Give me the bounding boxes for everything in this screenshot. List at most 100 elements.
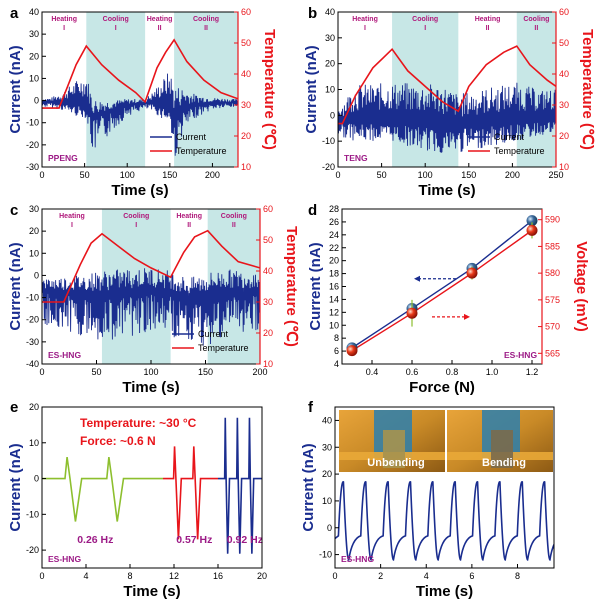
- x-tick-label: 4: [83, 571, 88, 581]
- phase-shade: [392, 12, 459, 167]
- y2-tick-label: 50: [263, 235, 273, 245]
- y2-tick-label: 10: [263, 359, 273, 369]
- phase-roman: I: [63, 25, 65, 32]
- y-tick-label: 22: [329, 243, 339, 253]
- y-axis-label: Current (nA): [7, 45, 24, 133]
- y2-tick-label: 10: [241, 162, 251, 172]
- x-tick-label: 0.8: [446, 367, 459, 377]
- y-tick-label: 30: [29, 204, 39, 214]
- y2-tick-label: 20: [241, 131, 251, 141]
- y-tick-label: 24: [329, 230, 339, 240]
- x-tick-label: 0: [335, 170, 340, 180]
- phase-shade: [516, 12, 556, 167]
- y2-tick-label: 50: [559, 38, 569, 48]
- current-axis-arrow-head: [414, 275, 420, 282]
- panel-f: f Unbending Bending 0 2 4 6 8 -10 0 10 20 30 40 Time (…: [300, 399, 555, 600]
- x-tick-label: 100: [418, 170, 433, 180]
- voltage-point: [346, 345, 358, 357]
- y-tick-label: 0: [330, 110, 335, 120]
- y-tick-label: 20: [325, 59, 335, 69]
- y-tick-label: 28: [329, 204, 339, 214]
- y-tick-label: 30: [29, 29, 39, 39]
- voltage-line: [351, 229, 533, 352]
- plot-frame: [41, 406, 263, 569]
- x-tick-label: 0: [39, 170, 44, 180]
- y-tick-label: 0: [34, 474, 39, 484]
- x-tick-label: 100: [143, 367, 158, 377]
- y-tick-label: -10: [319, 550, 332, 560]
- phase-roman: I: [71, 222, 73, 229]
- temperature-trace: [42, 229, 260, 303]
- x-tick-label: 8: [515, 571, 520, 581]
- current-trace: [338, 82, 556, 154]
- temperature-trace: [42, 38, 238, 109]
- y-tick-label: 20: [29, 402, 39, 412]
- segment-trace: [42, 456, 163, 522]
- photo-unbending: Unbending: [339, 410, 445, 472]
- y-tick-label: 10: [329, 320, 339, 330]
- y-tick-label: 12: [329, 307, 339, 317]
- annotation-force: Force: ~0.6 N: [80, 434, 156, 448]
- y-tick-label: -10: [322, 136, 335, 146]
- x-tick-label: 0: [332, 571, 337, 581]
- phase-roman: II: [534, 25, 538, 32]
- y-tick-label: 40: [322, 415, 332, 425]
- y-axis-label: Current (nA): [307, 242, 324, 330]
- y-axis-label: Current (nA): [7, 242, 24, 330]
- plot-area: [42, 229, 260, 346]
- current-trace: [335, 481, 554, 561]
- y-tick-label: -10: [26, 118, 39, 128]
- x-tick-label: 0: [39, 367, 44, 377]
- legend-temperature-label: Temperature: [494, 146, 545, 156]
- frequency-label: 0.92 Hz: [227, 534, 263, 546]
- phase-shade: [174, 12, 238, 167]
- plot-frame: [334, 406, 555, 569]
- phase-label: Cooling: [412, 16, 438, 23]
- y2-tick-label: 30: [559, 100, 569, 110]
- phase-roman: I: [135, 222, 137, 229]
- y-tick-label: 40: [325, 7, 335, 17]
- y2-tick-label: 60: [241, 7, 251, 17]
- x-tick-label: 1.0: [486, 367, 499, 377]
- x-tick-label: 150: [198, 367, 213, 377]
- plot-frame: [341, 208, 543, 365]
- plot-area: [346, 215, 538, 357]
- panel-b: b Heating I Cooling I Heating II Cooling II 0 50 10…: [303, 5, 596, 199]
- y-tick-label: 10: [322, 496, 332, 506]
- x-tick-label: 0: [39, 571, 44, 581]
- y-axis-label: Current (nA): [303, 45, 320, 133]
- x-axis-label: Force (N): [409, 379, 475, 396]
- x-tick-label: 150: [162, 170, 177, 180]
- panel-letter: e: [10, 399, 18, 416]
- y-tick-label: 40: [29, 7, 39, 17]
- y2-tick-label: 575: [545, 295, 560, 305]
- phase-roman: I: [364, 25, 366, 32]
- phase-label: Heating: [352, 16, 378, 23]
- panel-letter: c: [10, 202, 18, 219]
- voltage-axis-arrow-head: [464, 313, 470, 320]
- phase-roman: II: [204, 25, 208, 32]
- y-tick-label: 8: [334, 333, 339, 343]
- legend-temperature-label: Temperature: [176, 146, 227, 156]
- y-tick-label: 4: [334, 359, 339, 369]
- y2-tick-label: 565: [545, 348, 560, 358]
- y-tick-label: 20: [329, 256, 339, 266]
- plot-area: [42, 417, 262, 554]
- x-tick-label: 6: [469, 571, 474, 581]
- y-tick-label: 10: [29, 248, 39, 258]
- panel-letter: f: [308, 399, 314, 416]
- phase-label: Cooling: [221, 213, 247, 220]
- frequency-label: 0.57 Hz: [176, 534, 212, 546]
- voltage-point: [406, 307, 418, 319]
- x-axis-label: Time (s): [418, 182, 475, 199]
- y2-tick-label: 40: [241, 69, 251, 79]
- y2-axis-label: Voltage (mV): [573, 241, 590, 332]
- x-tick-label: 50: [91, 367, 101, 377]
- y2-tick-label: 580: [545, 268, 560, 278]
- x-tick-label: 100: [120, 170, 135, 180]
- x-tick-label: 200: [252, 367, 267, 377]
- y2-tick-label: 60: [559, 7, 569, 17]
- sample-label: ES-HNG: [48, 350, 81, 360]
- y-tick-label: 20: [29, 51, 39, 61]
